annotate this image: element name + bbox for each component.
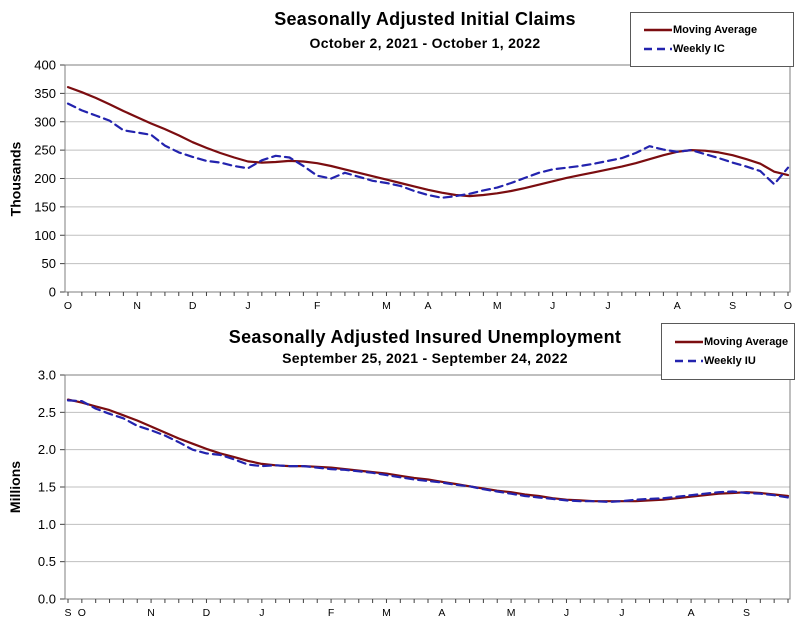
y-tick-label: 1.5 — [38, 480, 56, 495]
x-tick-label: J — [259, 607, 264, 619]
x-tick-label: F — [314, 300, 320, 312]
legend-label: Moving Average — [673, 24, 758, 36]
x-tick-label: D — [189, 300, 197, 312]
x-tick-label: F — [328, 607, 334, 619]
legend-item-moving-average: Moving Average — [674, 336, 790, 348]
legend-item-weekly-iu: Weekly IU — [674, 355, 790, 367]
y-tick-label: 100 — [34, 228, 56, 243]
y-axis-title: Thousands — [7, 141, 24, 216]
x-tick-label: O — [784, 300, 792, 312]
moving-average-line — [66, 398, 790, 503]
x-tick-label: J — [245, 300, 250, 312]
insured-unemployment-plot: 0.00.51.01.52.02.53.0S O N D J F M A M J J A S — [38, 368, 791, 619]
initial-claims-subtitle: October 2, 2021 - October 1, 2022 — [309, 35, 541, 51]
x-tick-label: N — [147, 607, 155, 619]
initial-claims-title: Seasonally Adjusted Initial Claims — [274, 9, 576, 29]
y-axis-title: Millions — [7, 460, 23, 514]
x-tick-label: S — [64, 607, 71, 619]
x-tick-label: J — [605, 300, 610, 312]
x-tick-label: A — [688, 607, 695, 619]
moving-average-line — [66, 85, 790, 198]
weekly-ic-line — [66, 102, 790, 199]
y-tick-label: 2.0 — [38, 442, 56, 457]
insured-unemployment-chart: 0.0 0.5 1.0 1.5 2.0 2.5 3.0 S O N D J F M A M J J A S Seaso… — [0, 318, 800, 638]
y-tick-label: 1.0 — [38, 517, 56, 532]
x-tick-label: A — [438, 607, 445, 619]
x-tick-label: M — [507, 607, 516, 619]
x-tick-label: A — [674, 300, 681, 312]
x-tick-label: S — [729, 300, 736, 312]
x-tick-label: M — [382, 607, 391, 619]
solid-line-swatch-icon — [644, 28, 672, 32]
x-tick-label: N — [133, 300, 141, 312]
y-tick-label: 2.5 — [38, 405, 56, 420]
y-tick-label: 250 — [34, 143, 56, 158]
legend-item-moving-average: Moving Average — [643, 24, 789, 36]
y-axis-title-box: Millions — [0, 375, 30, 599]
y-axis-title-box: Thousands — [0, 65, 30, 292]
dashed-line-swatch-icon — [675, 360, 703, 363]
y-tick-label: 50 — [42, 256, 56, 271]
x-tick-label: M — [382, 300, 391, 312]
x-tick-label: J — [619, 607, 624, 619]
y-tick-label: 0.5 — [38, 554, 56, 569]
legend-label: Weekly IC — [673, 43, 725, 55]
x-tick-label: J — [550, 300, 555, 312]
x-tick-label: A — [424, 300, 431, 312]
legend-item-weekly-ic: Weekly IC — [643, 43, 789, 55]
legend-label: Weekly IU — [704, 355, 756, 368]
x-tick-label: D — [203, 607, 211, 619]
y-tick-label: 0.0 — [38, 592, 56, 607]
insured-unemployment-subtitle: September 25, 2021 - September 24, 2022 — [282, 350, 568, 366]
x-tick-label: O — [78, 607, 86, 619]
solid-line-swatch-icon — [675, 340, 703, 343]
insured-unemployment-legend: Moving Average Weekly IU — [661, 323, 795, 380]
initial-claims-legend: Moving Average Weekly IC — [630, 12, 794, 67]
y-tick-label: 200 — [34, 171, 56, 186]
y-tick-label: 150 — [34, 199, 56, 214]
x-tick-label: M — [493, 300, 502, 312]
weekly-iu-line — [66, 399, 790, 503]
x-tick-label: O — [64, 300, 72, 312]
y-tick-label: 3.0 — [38, 368, 56, 383]
y-tick-label: 300 — [34, 114, 56, 129]
x-tick-label: S — [743, 607, 750, 619]
initial-claims-chart: 0 50 100 150 200 250 300 350 400 O N D J F M A M J J A S O Se… — [0, 0, 800, 318]
x-tick-label: J — [564, 607, 569, 619]
dashed-line-swatch-icon — [644, 47, 672, 51]
y-tick-label: 0 — [49, 285, 56, 300]
y-tick-label: 350 — [34, 86, 56, 101]
y-tick-label: 400 — [34, 58, 56, 73]
legend-label: Moving Average — [704, 335, 789, 348]
insured-unemployment-title: Seasonally Adjusted Insured Unemployment — [228, 327, 622, 347]
